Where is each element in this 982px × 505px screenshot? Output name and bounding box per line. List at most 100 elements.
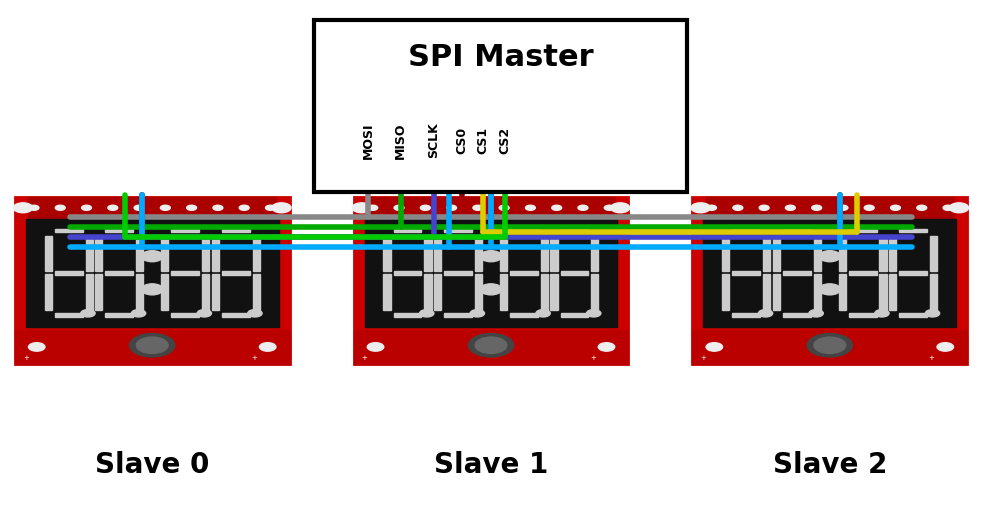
Bar [900,313,927,317]
Circle shape [135,205,144,210]
Circle shape [706,343,723,351]
Bar [783,229,811,232]
Circle shape [578,205,588,210]
Circle shape [943,205,953,210]
Bar [424,274,431,310]
Bar [202,236,209,271]
Bar [723,236,730,271]
Bar [890,274,897,310]
Circle shape [247,310,262,317]
Bar [45,236,52,271]
Text: +: + [700,355,706,361]
Bar [161,274,168,310]
Text: +: + [361,355,367,361]
Bar [551,236,558,271]
Bar [105,313,134,317]
Bar [591,274,598,310]
Bar [45,274,52,310]
Circle shape [213,205,223,210]
Circle shape [917,205,927,210]
Circle shape [480,250,502,262]
Circle shape [733,205,742,210]
Bar [723,274,730,310]
Circle shape [447,205,457,210]
Circle shape [141,250,163,262]
Circle shape [809,310,823,317]
Bar [541,236,548,271]
Bar [354,330,628,364]
Bar [848,229,877,232]
Bar [510,229,538,232]
Bar [561,229,588,232]
Bar [500,236,507,271]
Circle shape [819,284,841,295]
Bar [222,271,249,275]
Circle shape [864,205,874,210]
Bar [444,313,472,317]
Text: Slave 2: Slave 2 [773,450,887,479]
Bar [212,227,259,319]
Bar [733,313,760,317]
Circle shape [604,205,614,210]
Text: +: + [590,355,596,361]
Circle shape [475,337,507,354]
Bar [171,229,199,232]
Bar [171,313,199,317]
Bar [136,236,143,271]
Bar [551,274,558,310]
Bar [930,274,937,310]
Bar [55,313,82,317]
Circle shape [130,334,175,357]
Circle shape [29,205,39,210]
Bar [763,236,770,271]
Circle shape [759,205,769,210]
Bar [900,229,927,232]
Bar [384,274,391,310]
Text: Slave 0: Slave 0 [95,450,209,479]
Bar [85,274,92,310]
Bar [510,313,538,317]
Bar [930,236,937,271]
Circle shape [819,250,841,262]
Circle shape [536,310,550,317]
Circle shape [14,203,32,213]
Bar [773,274,780,310]
Bar [706,197,954,219]
Circle shape [368,205,378,210]
Circle shape [108,205,118,210]
Circle shape [132,310,145,317]
Circle shape [552,205,562,210]
Bar [434,227,482,319]
Bar [561,271,588,275]
Circle shape [240,205,249,210]
Circle shape [586,310,601,317]
Circle shape [691,203,710,213]
Circle shape [707,205,717,210]
Circle shape [937,343,954,351]
Bar [723,227,770,319]
Circle shape [891,205,900,210]
Bar [384,236,391,271]
Circle shape [786,205,795,210]
Bar [839,227,887,319]
Circle shape [480,284,502,295]
Circle shape [197,310,211,317]
Text: CS2: CS2 [498,127,512,154]
Circle shape [81,310,95,317]
Bar [551,227,598,319]
Bar [541,274,548,310]
Circle shape [55,205,65,210]
Circle shape [468,334,514,357]
Bar [424,236,431,271]
Circle shape [611,203,629,213]
Text: +: + [929,355,935,361]
Bar [703,219,956,327]
Bar [55,229,82,232]
Bar [900,271,927,275]
Circle shape [875,310,889,317]
Circle shape [807,334,852,357]
Text: Slave 1: Slave 1 [434,450,548,479]
Bar [95,236,102,271]
Bar [890,236,897,271]
Bar [444,271,472,275]
